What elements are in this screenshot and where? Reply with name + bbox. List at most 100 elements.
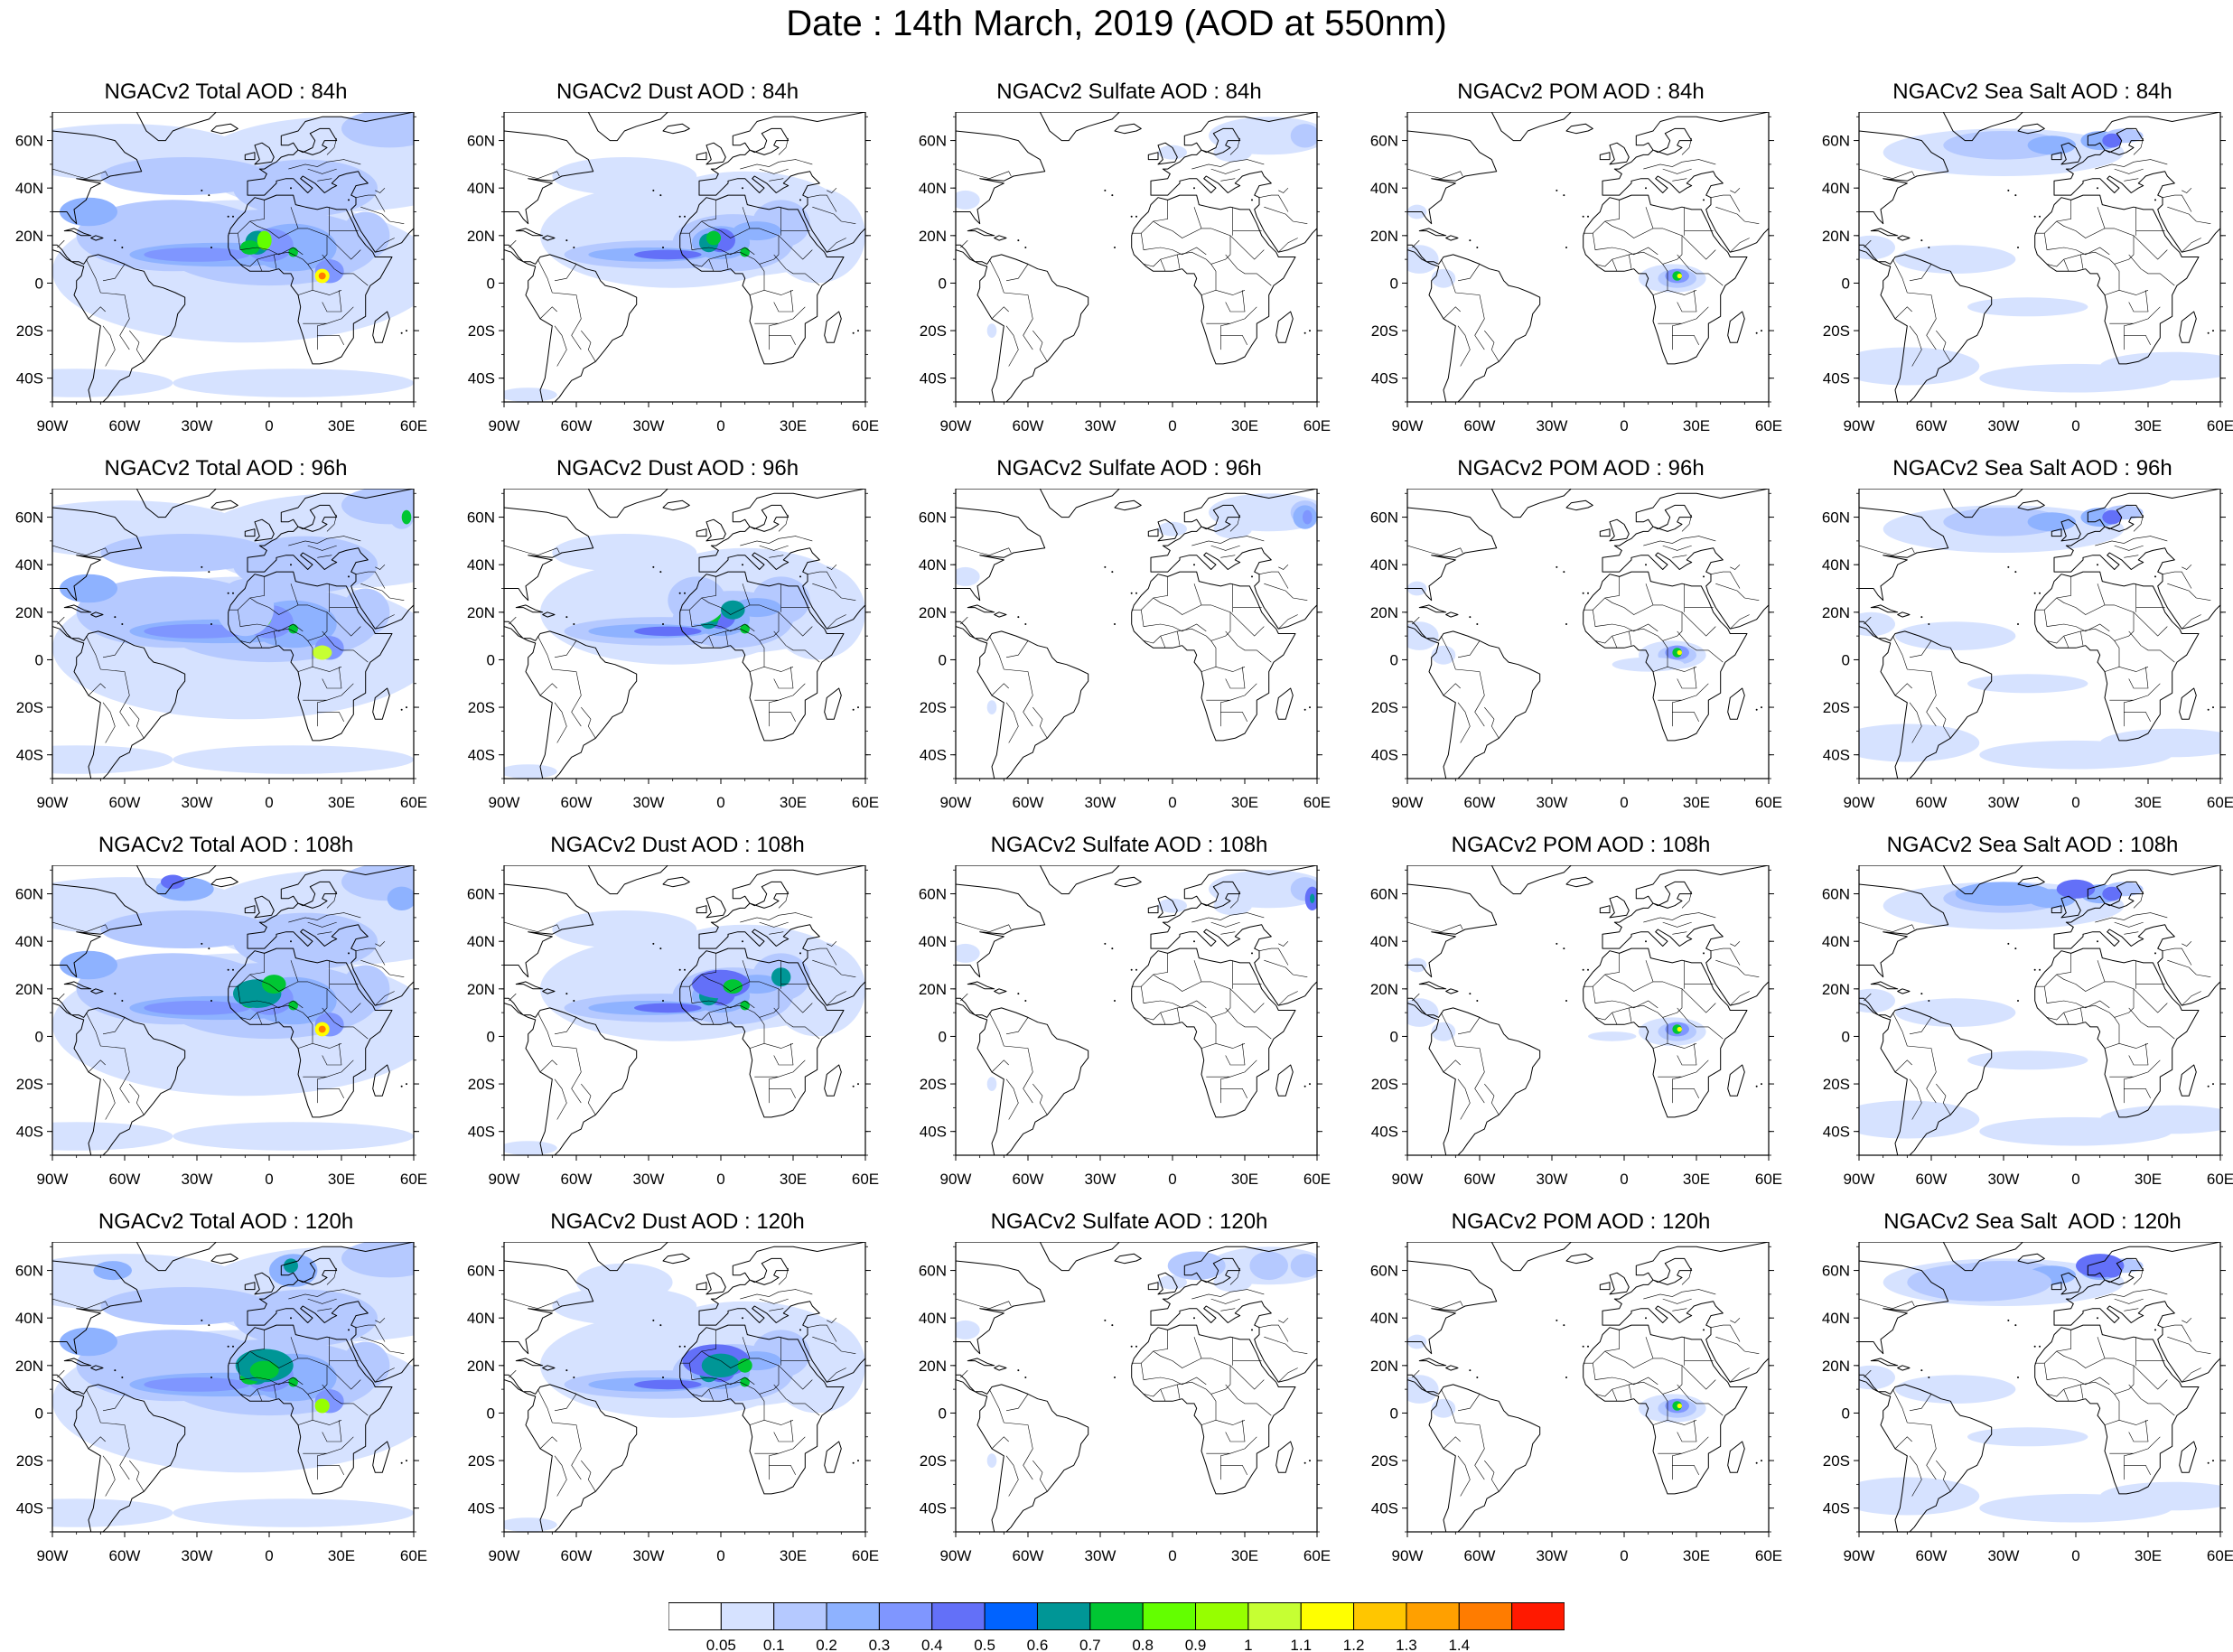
coastlines <box>956 1242 1317 1532</box>
lon-tick-label: 90W <box>37 417 69 434</box>
aod-contour <box>740 623 750 634</box>
map-panel: NGACv2 Total AOD : 96h 60N 40N 20N 0 20S 40S 90… <box>0 456 452 833</box>
lat-tick-label: 40N <box>919 933 947 950</box>
map-plot: 60N 40N 20N 0 20S 40S 90W 60W 30W 0 30E 60E <box>1822 1242 2233 1564</box>
lon-tick-label: 30W <box>1537 794 1568 811</box>
map-panel: NGACv2 POM AOD : 96h 60N 40N 20N 0 20S 40S 90W 6… <box>1355 456 1807 833</box>
panel-title: NGACv2 Sea Salt AOD : 84h <box>1892 79 2172 104</box>
aod-contour <box>552 157 697 195</box>
aod-contour <box>504 1517 557 1532</box>
lon-tick-label: 0 <box>265 1547 273 1564</box>
lat-tick-label: 60N <box>919 133 947 150</box>
lat-tick-label: 0 <box>939 1028 947 1045</box>
map-plot: 60N 40N 20N 0 20S 40S 90W 60W 30W 0 30E 60E <box>467 1242 879 1564</box>
aod-field <box>956 117 1317 338</box>
lat-tick-label: 20N <box>1370 228 1398 245</box>
lat-tick-label: 60N <box>919 1263 947 1280</box>
panel-title: NGACv2 Sea Salt AOD : 96h <box>1892 456 2172 481</box>
lon-tick-label: 0 <box>716 417 724 434</box>
lon-tick-label: 30E <box>328 1171 355 1188</box>
lat-tick-label: 60N <box>15 886 43 903</box>
lat-tick-label: 60N <box>919 886 947 903</box>
panel-title: NGACv2 Total AOD : 120h <box>98 1209 354 1234</box>
panel-title: NGACv2 Dust AOD : 108h <box>550 833 805 857</box>
lon-tick-label: 60W <box>1916 417 1948 434</box>
aod-contour <box>740 1377 750 1387</box>
map-plot: 60N 40N 20N 0 20S 40S 90W 60W 30W 0 30E 60E <box>1370 1242 1782 1564</box>
lat-tick-label: 0 <box>1390 1405 1398 1422</box>
aod-contour <box>1895 621 2016 650</box>
country-borders <box>504 1267 856 1497</box>
lat-tick-label: 20S <box>1371 699 1398 716</box>
panel-title: NGACv2 POM AOD : 84h <box>1457 79 1705 104</box>
lat-tick-label: 40N <box>1822 1310 1850 1327</box>
aod-contour <box>1310 893 1315 904</box>
lon-tick-label: 0 <box>1168 417 1176 434</box>
lon-tick-label: 30E <box>328 417 355 434</box>
lon-tick-label: 60E <box>2207 1171 2233 1188</box>
lon-tick-label: 90W <box>1844 417 1875 434</box>
aod-contour <box>1895 245 2016 274</box>
lat-tick-label: 40N <box>919 1310 947 1327</box>
lon-tick-label: 30E <box>2135 417 2162 434</box>
aod-contour <box>1431 268 1456 288</box>
lon-tick-label: 30W <box>182 794 213 811</box>
lat-tick-label: 20S <box>16 699 43 716</box>
map-panel: NGACv2 Dust AOD : 96h 60N 40N 20N 0 20S 40S 90W… <box>452 456 903 833</box>
lat-tick-label: 40S <box>920 747 947 764</box>
lon-tick-label: 0 <box>716 794 724 811</box>
lon-tick-label: 30W <box>1537 417 1568 434</box>
country-borders <box>504 137 856 367</box>
coastlines <box>504 112 865 402</box>
aod-contour <box>288 623 299 634</box>
country-borders <box>1407 891 1760 1120</box>
aod-field <box>1859 879 2220 1146</box>
aod-contour <box>1249 1251 1288 1281</box>
lon-tick-label: 60E <box>1303 417 1331 434</box>
lon-tick-label: 30W <box>1537 1547 1568 1564</box>
colorbar-swatch <box>878 1602 933 1630</box>
map-panel: NGACv2 POM AOD : 84h 60N 40N 20N 0 20S 40S 90W 6… <box>1355 79 1807 456</box>
aod-contour <box>60 574 117 603</box>
coastlines <box>504 1242 865 1532</box>
panel-title: NGACv2 Sulfate AOD : 120h <box>990 1209 1268 1234</box>
aod-contour <box>2099 1105 2220 1134</box>
aod-contour <box>341 965 390 1013</box>
lat-tick-label: 0 <box>35 651 43 668</box>
aod-contour <box>240 240 260 255</box>
country-borders <box>1859 137 2211 367</box>
aod-contour <box>100 910 269 948</box>
lon-tick-label: 30W <box>1537 1171 1568 1188</box>
lon-tick-label: 30E <box>1683 794 1710 811</box>
aod-contour <box>2027 512 2076 532</box>
lat-tick-label: 20S <box>468 1076 495 1093</box>
panel-title: NGACv2 Dust AOD : 84h <box>556 79 799 104</box>
aod-contour <box>1677 273 1682 279</box>
aod-contour <box>318 1025 326 1033</box>
lat-tick-label: 40S <box>920 370 947 387</box>
lon-tick-label: 30E <box>2135 1171 2162 1188</box>
lon-tick-label: 60E <box>400 1171 427 1188</box>
lon-tick-label: 0 <box>2071 1547 2079 1564</box>
lon-tick-label: 30W <box>182 1547 213 1564</box>
colorbar-label: 0.3 <box>869 1637 891 1652</box>
lon-tick-label: 30W <box>1085 417 1116 434</box>
colorbar-label: 0.8 <box>1132 1637 1154 1652</box>
panel-title: NGACv2 Sulfate AOD : 96h <box>996 456 1262 481</box>
coastlines <box>1407 865 1769 1155</box>
lon-tick-label: 60E <box>400 1547 427 1564</box>
colorbar-swatch <box>1036 1602 1091 1630</box>
aod-contour <box>706 230 721 246</box>
colorbar-label: 0.7 <box>1079 1637 1101 1652</box>
lat-tick-label: 20N <box>1822 228 1850 245</box>
lon-tick-label: 60E <box>1755 417 1782 434</box>
lon-tick-label: 30E <box>1231 1171 1258 1188</box>
aod-field <box>1859 1254 2220 1523</box>
colorbar-swatch <box>1089 1602 1144 1630</box>
lon-tick-label: 30W <box>633 1547 665 1564</box>
lon-tick-label: 60E <box>852 417 879 434</box>
aod-contour <box>1431 1022 1456 1041</box>
lat-tick-label: 40N <box>1822 556 1850 574</box>
aod-contour <box>1859 1100 1980 1139</box>
coastlines <box>1407 489 1769 779</box>
